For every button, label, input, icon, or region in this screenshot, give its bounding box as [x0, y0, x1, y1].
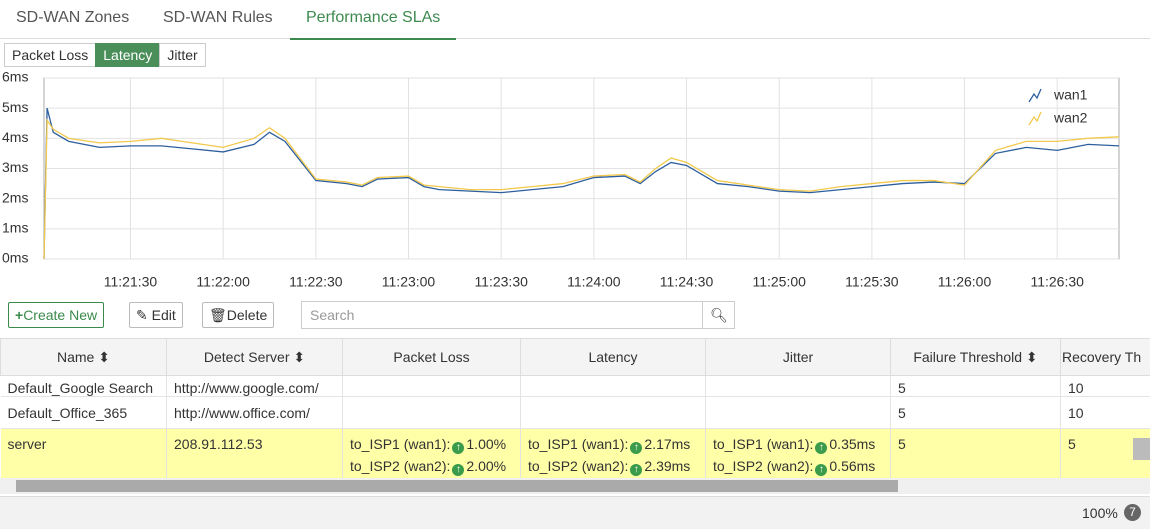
cell: Default_Office_365	[1, 397, 167, 429]
delete-button[interactable]: 🗑Delete	[202, 302, 274, 328]
metric-button[interactable]: Packet Loss	[4, 43, 96, 67]
x-tick-label: 11:23:30	[474, 274, 528, 290]
link: to_ISP1 (wan1):	[713, 436, 813, 452]
x-tick-label: 11:21:30	[104, 274, 158, 290]
header-text: Name	[57, 349, 94, 365]
cell	[706, 397, 891, 429]
y-tick-label: 3ms	[2, 159, 28, 175]
zoom: 100%	[1082, 505, 1118, 521]
x-tick-label: 11:22:00	[196, 274, 250, 290]
badge[interactable]: 7	[1124, 504, 1141, 521]
x-tick-label: 11:23:00	[382, 274, 436, 290]
metric-button[interactable]: Latency	[95, 43, 160, 67]
column-header[interactable]: Jitter	[706, 339, 891, 376]
cell	[521, 397, 706, 429]
column-header[interactable]: Recovery Th	[1061, 339, 1150, 376]
column-header[interactable]: Name ⬍	[1, 339, 167, 376]
cell: to_ISP1 (wan1):↑1.00%to_ISP2 (wan2):↑2.0…	[343, 429, 521, 482]
y-tick-label: 0ms	[2, 250, 28, 266]
link: to_ISP1 (wan1):	[350, 436, 450, 452]
create-button[interactable]: +Create New	[8, 302, 104, 328]
link: to_ISP2 (wan2):	[528, 458, 628, 474]
tab-active[interactable]: Performance SLAs	[290, 9, 456, 40]
table-row[interactable]: Default_Google Search http://www.google.…	[1, 376, 1150, 397]
button-label: Create New	[23, 307, 97, 323]
value: 1.00%	[466, 436, 506, 452]
x-tick-label: 11:25:00	[752, 274, 806, 290]
x-tick-label: 11:24:00	[567, 274, 621, 290]
cell: 5	[891, 376, 1061, 397]
link: to_ISP1 (wan1):	[528, 436, 628, 452]
value: 0.35ms	[829, 436, 875, 452]
legend-label: wan2	[1053, 110, 1088, 126]
cell: 10	[1061, 376, 1150, 397]
cell: 10	[1061, 397, 1150, 429]
cell	[706, 376, 891, 397]
header-text: Failure Threshold	[913, 349, 1022, 365]
value: 0.56ms	[829, 458, 875, 474]
cell	[521, 376, 706, 397]
link: to_ISP2 (wan2):	[350, 458, 450, 474]
button-label: Edit	[152, 307, 176, 323]
x-tick-label: 11:24:30	[660, 274, 714, 290]
y-tick-label: 5ms	[2, 99, 28, 115]
cell: http://www.google.com/	[167, 376, 343, 397]
sla-table: Name ⬍ Detect Server ⬍ Packet Loss Laten…	[0, 338, 1150, 482]
search-placeholder: Search	[310, 307, 354, 323]
search-icon[interactable]: 🔍︎	[702, 302, 735, 328]
column-header[interactable]: Detect Server ⬍	[167, 339, 343, 376]
tab[interactable]: SD-WAN Rules	[163, 9, 273, 27]
cell: http://www.office.com/	[167, 397, 343, 429]
x-tick-label: 11:22:30	[289, 274, 343, 290]
search-box[interactable]: Search 🔍︎	[301, 301, 735, 329]
cell: 208.91.112.53	[167, 429, 343, 482]
h-scrollbar[interactable]	[16, 480, 898, 492]
button-label: Delete	[227, 307, 267, 323]
x-tick-label: 11:25:30	[845, 274, 899, 290]
y-tick-label: 1ms	[2, 220, 28, 236]
legend-label: wan1	[1053, 87, 1088, 103]
cell	[343, 376, 521, 397]
value: 2.00%	[466, 458, 506, 474]
x-tick-label: 11:26:00	[938, 274, 992, 290]
metric-button[interactable]: Jitter	[159, 43, 205, 67]
link: to_ISP2 (wan2):	[713, 458, 813, 474]
y-tick-label: 6ms	[2, 70, 28, 85]
y-tick-label: 2ms	[2, 189, 28, 205]
tab[interactable]: SD-WAN Zones	[16, 9, 129, 27]
table-row[interactable]: server 208.91.112.53 to_ISP1 (wan1):↑1.0…	[1, 429, 1150, 482]
h-scrollbar-track	[0, 478, 1150, 494]
cell: 5	[891, 397, 1061, 429]
table-row[interactable]: Default_Office_365 http://www.office.com…	[1, 397, 1150, 429]
value: 2.17ms	[644, 436, 690, 452]
footer: 100% 7	[0, 496, 1150, 529]
v-scrollbar[interactable]	[1133, 438, 1150, 460]
x-tick-label: 11:26:30	[1030, 274, 1084, 290]
column-header[interactable]: Failure Threshold ⬍	[891, 339, 1061, 376]
cell: Default_Google Search	[1, 376, 167, 397]
column-header[interactable]: Latency	[521, 339, 706, 376]
tab-bar: SD-WAN Zones SD-WAN Rules Performance SL…	[0, 0, 1150, 39]
chart: 0ms 1ms 2ms 3ms 4ms 5ms 6ms 11:21:30 11:22:00 11:…	[0, 70, 1150, 298]
value: 2.39ms	[644, 458, 690, 474]
cell: 5	[891, 429, 1061, 482]
cell: server	[1, 429, 167, 482]
edit-button[interactable]: ✎ Edit	[129, 302, 183, 328]
column-header[interactable]: Packet Loss	[343, 339, 521, 376]
y-tick-label: 4ms	[2, 129, 28, 145]
header-text: Detect Server	[204, 349, 290, 365]
cell	[343, 397, 521, 429]
